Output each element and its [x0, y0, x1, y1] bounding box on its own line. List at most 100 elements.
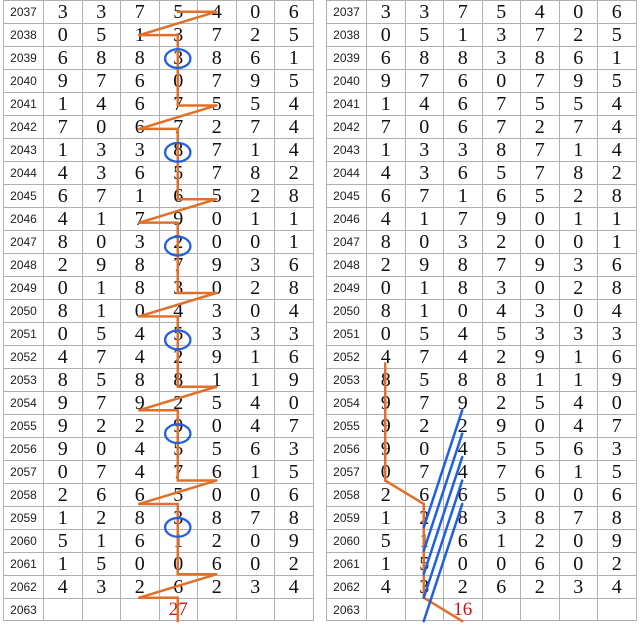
- cell: 6: [275, 1, 314, 24]
- cell: 6: [559, 438, 598, 461]
- table-row: 20508104304: [327, 300, 637, 323]
- cell: 5: [482, 438, 521, 461]
- cell: 3: [121, 231, 160, 254]
- row-id: 2060: [4, 530, 44, 553]
- cell: 0: [44, 277, 83, 300]
- cell: [236, 599, 275, 621]
- cell: 6: [159, 576, 198, 599]
- row-id: 2038: [327, 24, 367, 47]
- cell: 8: [275, 507, 314, 530]
- cell: 8: [598, 185, 637, 208]
- cell: 5: [598, 70, 637, 93]
- cell: 5: [482, 323, 521, 346]
- row-id: 2057: [327, 461, 367, 484]
- cell: 7: [482, 461, 521, 484]
- cell: 3: [44, 1, 83, 24]
- cell: 0: [559, 1, 598, 24]
- row-id: 2051: [4, 323, 44, 346]
- row-id: 2049: [4, 277, 44, 300]
- cell: 4: [236, 392, 275, 415]
- table-row: 20411467554: [4, 93, 314, 116]
- cell: 1: [598, 208, 637, 231]
- cell: 4: [482, 300, 521, 323]
- table-row: 20464179011: [4, 208, 314, 231]
- cell: 0: [159, 70, 198, 93]
- cell: 8: [405, 47, 444, 70]
- cell: 0: [367, 24, 406, 47]
- cell: 6: [275, 484, 314, 507]
- cell: 2: [482, 392, 521, 415]
- cell: 6: [521, 553, 560, 576]
- cell: 1: [367, 553, 406, 576]
- cell: 3: [159, 277, 198, 300]
- cell: 7: [444, 208, 483, 231]
- cell: 4: [444, 438, 483, 461]
- row-id: 2058: [327, 484, 367, 507]
- cell: 6: [482, 576, 521, 599]
- cell: 1: [559, 139, 598, 162]
- cell: 7: [82, 185, 121, 208]
- cell: 2: [482, 346, 521, 369]
- cell: 0: [367, 277, 406, 300]
- cell: 9: [44, 70, 83, 93]
- cell: 7: [444, 1, 483, 24]
- cell: 1: [559, 208, 598, 231]
- cell: 6: [198, 553, 237, 576]
- cell: 0: [521, 208, 560, 231]
- cell: 5: [405, 369, 444, 392]
- cell: 0: [121, 553, 160, 576]
- cell: 3: [559, 323, 598, 346]
- cell: 1: [44, 507, 83, 530]
- cell: 4: [275, 576, 314, 599]
- cell: 7: [236, 116, 275, 139]
- cell: 4: [121, 461, 160, 484]
- row-id: 2055: [4, 415, 44, 438]
- cell: 9: [367, 438, 406, 461]
- cell: [121, 599, 160, 621]
- cell: 6: [367, 185, 406, 208]
- cell: 3: [275, 323, 314, 346]
- cell: 3: [482, 24, 521, 47]
- row-id: 2058: [4, 484, 44, 507]
- cell: 2: [598, 162, 637, 185]
- cell: 3: [598, 438, 637, 461]
- cell: 0: [236, 484, 275, 507]
- cell: 7: [275, 415, 314, 438]
- cell: 4: [236, 415, 275, 438]
- row-id: 2054: [327, 392, 367, 415]
- cell: 2: [121, 415, 160, 438]
- cell: 2: [159, 346, 198, 369]
- cell: 8: [521, 47, 560, 70]
- table-row: 20431338714: [327, 139, 637, 162]
- cell: 0: [44, 461, 83, 484]
- cell: 6: [198, 461, 237, 484]
- table-row: 20431338714: [4, 139, 314, 162]
- cell: 0: [275, 392, 314, 415]
- cell: 7: [405, 346, 444, 369]
- cell: 2: [559, 277, 598, 300]
- table-row: 20427067274: [4, 116, 314, 139]
- row-id: 2039: [4, 47, 44, 70]
- cell: 4: [159, 300, 198, 323]
- cell: 0: [559, 530, 598, 553]
- cell: 3: [275, 438, 314, 461]
- row-id: 2042: [4, 116, 44, 139]
- cell: 3: [159, 47, 198, 70]
- cell: 3: [82, 576, 121, 599]
- cell: 2: [444, 415, 483, 438]
- cell: 5: [482, 484, 521, 507]
- cell: 0: [82, 438, 121, 461]
- cell: 6: [121, 162, 160, 185]
- cell: 1: [236, 139, 275, 162]
- cell: 0: [82, 231, 121, 254]
- panel-right: 2037337540620380513725203968838612040976…: [326, 0, 637, 621]
- row-id: 2047: [327, 231, 367, 254]
- cell: 8: [444, 277, 483, 300]
- cell: 8: [444, 369, 483, 392]
- cell: 7: [598, 415, 637, 438]
- cell: 8: [275, 277, 314, 300]
- cell: 5: [275, 461, 314, 484]
- row-id: 2056: [327, 438, 367, 461]
- row-id: 2038: [4, 24, 44, 47]
- cell: 3: [482, 507, 521, 530]
